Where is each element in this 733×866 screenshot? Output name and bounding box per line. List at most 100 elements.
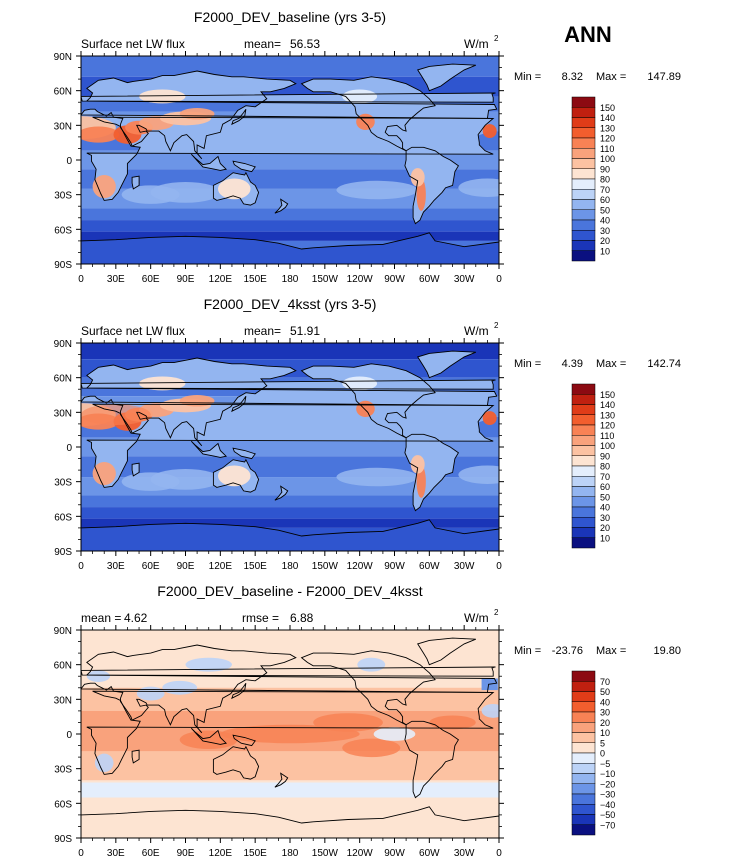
coastline-greenland <box>417 637 476 666</box>
min-label: Min = <box>514 358 541 370</box>
x-tick-label: 0 <box>78 848 84 859</box>
units-label: W/m <box>464 324 489 338</box>
colorbar-label: −50 <box>600 810 615 820</box>
colorbar-box <box>571 793 596 805</box>
colorbar-box <box>571 496 596 508</box>
x-tick-label: 60W <box>419 848 440 859</box>
colorbar-box <box>571 752 596 764</box>
colorbar-label: 130 <box>600 123 615 133</box>
colorbar-box <box>571 219 596 231</box>
x-tick-label: 180 <box>282 561 299 572</box>
colorbar-box <box>571 773 596 784</box>
colorbar-label: 120 <box>600 421 615 431</box>
y-tick-label: 90S <box>54 260 72 271</box>
x-tick-label: 120W <box>347 274 374 285</box>
coastline-southAmerica <box>404 146 460 225</box>
colorbar-label: 150 <box>600 103 615 113</box>
panel-2: F2000_DEV_4ksst (yrs 3-5) Surface net LW … <box>54 296 681 572</box>
rmse-value: 6.88 <box>290 611 314 625</box>
colorbar-label: 50 <box>600 687 610 697</box>
colorbar-box <box>571 168 596 180</box>
map-field <box>81 630 499 838</box>
panel-title: F2000_DEV_baseline (yrs 3-5) <box>194 9 386 25</box>
x-tick-label: 120W <box>347 848 374 859</box>
colorbar-label: 30 <box>600 513 610 523</box>
y-tick-label: 60N <box>54 374 72 385</box>
panel-1: F2000_DEV_baseline (yrs 3-5) Surface net … <box>54 9 681 285</box>
x-tick-label: 60E <box>142 561 160 572</box>
min-value: -23.76 <box>552 645 583 657</box>
x-tick-label: 30E <box>107 561 125 572</box>
colorbar-label: 100 <box>600 441 615 451</box>
colorbar-label: 40 <box>600 503 610 513</box>
colorbar-box <box>571 127 596 139</box>
colorbar-label: −30 <box>600 790 615 800</box>
x-tick-label: 60E <box>142 274 160 285</box>
x-tick-label: 90E <box>177 274 195 285</box>
colorbar-label: 90 <box>600 164 610 174</box>
colorbar-box <box>571 137 596 149</box>
x-tick-label: 0 <box>78 274 84 285</box>
colorbar-label: 60 <box>600 195 610 205</box>
colorbar-box <box>571 465 596 477</box>
coastline-japan <box>231 395 247 413</box>
x-tick-label: 150W <box>312 561 339 572</box>
x-tick-label: 150E <box>243 848 267 859</box>
season-label: ANN <box>564 22 612 47</box>
colorbar-box <box>571 424 596 436</box>
coastline-newZealand <box>274 485 289 501</box>
units-exponent: 2 <box>494 608 499 617</box>
y-tick-label: 60S <box>54 225 72 236</box>
y-tick-label: 90N <box>54 52 72 63</box>
x-tick-label: 30W <box>454 561 475 572</box>
colorbar-box <box>571 107 596 118</box>
x-tick-label: 30E <box>107 274 125 285</box>
colorbar-label: 40 <box>600 697 610 707</box>
colorbar-box <box>571 230 596 241</box>
coastline-northAmerica <box>300 650 436 726</box>
coastline-antarctica <box>81 806 499 838</box>
coastline-northAmerica <box>300 76 436 152</box>
x-tick-label: 90W <box>384 274 405 285</box>
colorbar-label: 10 <box>600 246 610 256</box>
colorbar-box <box>571 394 596 405</box>
colorbar-box <box>571 732 596 743</box>
x-tick-label: 60E <box>142 848 160 859</box>
colorbar-box <box>571 691 596 702</box>
coastline-newGuinea <box>232 734 256 747</box>
colorbar-box <box>571 824 596 836</box>
colorbar-label: 80 <box>600 175 610 185</box>
x-tick-label: 120E <box>209 848 233 859</box>
coastlines <box>81 637 499 838</box>
variable-label: Surface net LW flux <box>81 324 185 338</box>
x-tick-label: 30E <box>107 848 125 859</box>
colorbar-box <box>571 455 596 467</box>
x-tick-label: 180 <box>282 848 299 859</box>
max-label: Max = <box>596 71 626 83</box>
colorbar-box <box>571 527 596 538</box>
x-tick-label: 0 <box>78 561 84 572</box>
colorbar-label: 100 <box>600 154 615 164</box>
colorbar-box <box>571 178 596 190</box>
mean-value: 56.53 <box>290 37 320 51</box>
y-tick-label: 90S <box>54 547 72 558</box>
colorbar-label: 90 <box>600 451 610 461</box>
y-tick-label: 30N <box>54 408 72 419</box>
colorbar-label: 140 <box>600 400 615 410</box>
colorbar-label: 20 <box>600 718 610 728</box>
coastline-indonesia <box>190 440 228 458</box>
colorbar-label: 70 <box>600 185 610 195</box>
colorbar-box <box>571 117 596 128</box>
coastline-newZealand <box>274 772 289 788</box>
panel-3: F2000_DEV_baseline - F2000_DEV_4ksstmean… <box>54 583 681 859</box>
colorbar-label: 120 <box>600 134 615 144</box>
x-tick-label: 120W <box>347 561 374 572</box>
colorbar-box <box>571 670 596 682</box>
max-value: 142.74 <box>647 358 681 370</box>
x-tick-label: 180 <box>282 274 299 285</box>
panel-title: F2000_DEV_4ksst (yrs 3-5) <box>204 296 377 312</box>
colorbar-label: 20 <box>600 236 610 246</box>
y-tick-label: 30S <box>54 191 72 202</box>
